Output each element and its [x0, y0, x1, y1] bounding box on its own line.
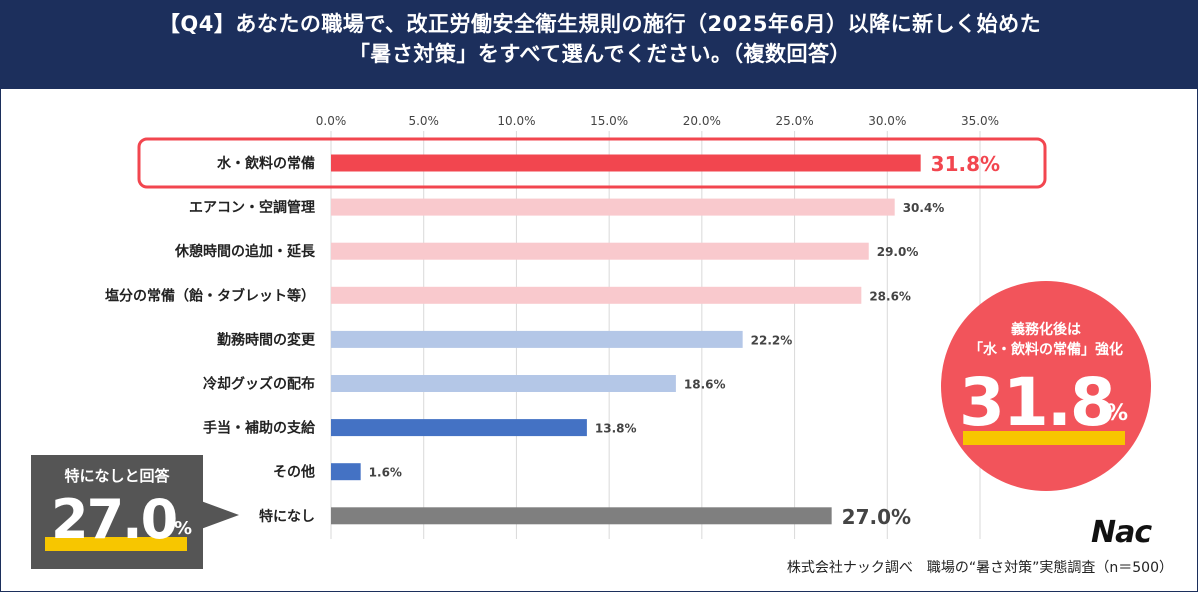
- x-tick-label: 30.0%: [868, 114, 906, 128]
- bar: [331, 463, 361, 481]
- value-label: 28.6%: [869, 289, 911, 303]
- x-axis-ticks: 0.0% 5.0% 10.0% 15.0% 20.0% 25.0% 30.0% 35.0%: [316, 114, 999, 128]
- bar: [331, 242, 869, 260]
- category-label: 冷却グッズの配布: [203, 376, 315, 393]
- value-labels: 31.8% 30.4% 29.0% 28.6% 22.2% 18.6% 13.8% 1.6% 2…: [369, 152, 1000, 529]
- bar: [331, 375, 676, 392]
- x-tick-label: 10.0%: [497, 114, 535, 128]
- circle-underline: [963, 431, 1125, 445]
- value-label: 27.0%: [842, 505, 911, 529]
- category-label: 勤務時間の変更: [217, 331, 316, 348]
- circle-unit: %: [1106, 401, 1129, 426]
- bar: [331, 286, 862, 304]
- bar: [331, 330, 743, 348]
- callout-value: 27.0: [51, 488, 178, 551]
- callout-unit: %: [174, 518, 193, 539]
- callout-pointer: [201, 501, 239, 529]
- value-label: 22.2%: [751, 333, 793, 347]
- bar-chart: 0.0% 5.0% 10.0% 15.0% 20.0% 25.0% 30.0% 35.0% 水…: [105, 114, 1047, 539]
- chart-title: 【Q4】あなたの職場で、改正労働安全衛生規則の施行（2025年6月）以降に新しく…: [1, 1, 1197, 89]
- value-label: 30.4%: [903, 201, 945, 215]
- company-logo: Nac: [1091, 515, 1152, 550]
- value-label: 31.8%: [931, 152, 1000, 176]
- category-label: 手当・補助の支給: [203, 420, 316, 437]
- x-tick-label: 35.0%: [961, 114, 999, 128]
- none-answer-callout: 特になしと回答 27.0 %: [31, 455, 203, 569]
- bar: [331, 419, 587, 437]
- bars: [331, 154, 921, 525]
- category-label: 特になし: [259, 508, 315, 525]
- callout-underline: [45, 537, 187, 551]
- title-line-2: 「暑さ対策」をすべて選んでください。（複数回答）: [348, 42, 852, 66]
- x-tick-label: 0.0%: [316, 114, 347, 128]
- x-tick-label: 5.0%: [408, 114, 439, 128]
- bar: [331, 154, 921, 172]
- bar: [331, 198, 895, 216]
- highlight-frame: [137, 137, 1047, 189]
- value-label: 1.6%: [369, 466, 402, 480]
- circle-value: 31.8: [959, 364, 1116, 441]
- x-tick-label: 25.0%: [776, 114, 814, 128]
- source-note: 株式会社ナック調べ 職場の“暑さ対策”実態調査（n＝500）: [786, 560, 1173, 576]
- x-tick-label: 15.0%: [590, 114, 628, 128]
- circle-line-1: 義務化後は: [1011, 322, 1081, 338]
- category-label: エアコン・空調管理: [189, 199, 315, 216]
- title-line-1: 【Q4】あなたの職場で、改正労働安全衛生規則の施行（2025年6月）以降に新しく…: [158, 12, 1042, 36]
- value-label: 29.0%: [877, 245, 919, 259]
- category-label: 塩分の常備（飴・タブレット等）: [105, 287, 315, 304]
- value-label: 13.8%: [595, 422, 637, 436]
- category-labels: 水・飲料の常備エアコン・空調管理休憩時間の追加・延長塩分の常備（飴・タブレット等…: [105, 155, 316, 525]
- category-label: 休憩時間の追加・延長: [174, 243, 316, 260]
- callout-label: 特になしと回答: [64, 467, 170, 485]
- highlight-circle-callout: 義務化後は 「水・飲料の常備」強化 31.8 %: [941, 281, 1151, 491]
- circle-line-2: 「水・飲料の常備」強化: [969, 342, 1123, 358]
- x-tick-label: 20.0%: [683, 114, 721, 128]
- category-label: その他: [273, 464, 315, 481]
- category-label: 水・飲料の常備: [217, 155, 315, 172]
- bar: [331, 507, 832, 525]
- value-label: 18.6%: [684, 378, 726, 392]
